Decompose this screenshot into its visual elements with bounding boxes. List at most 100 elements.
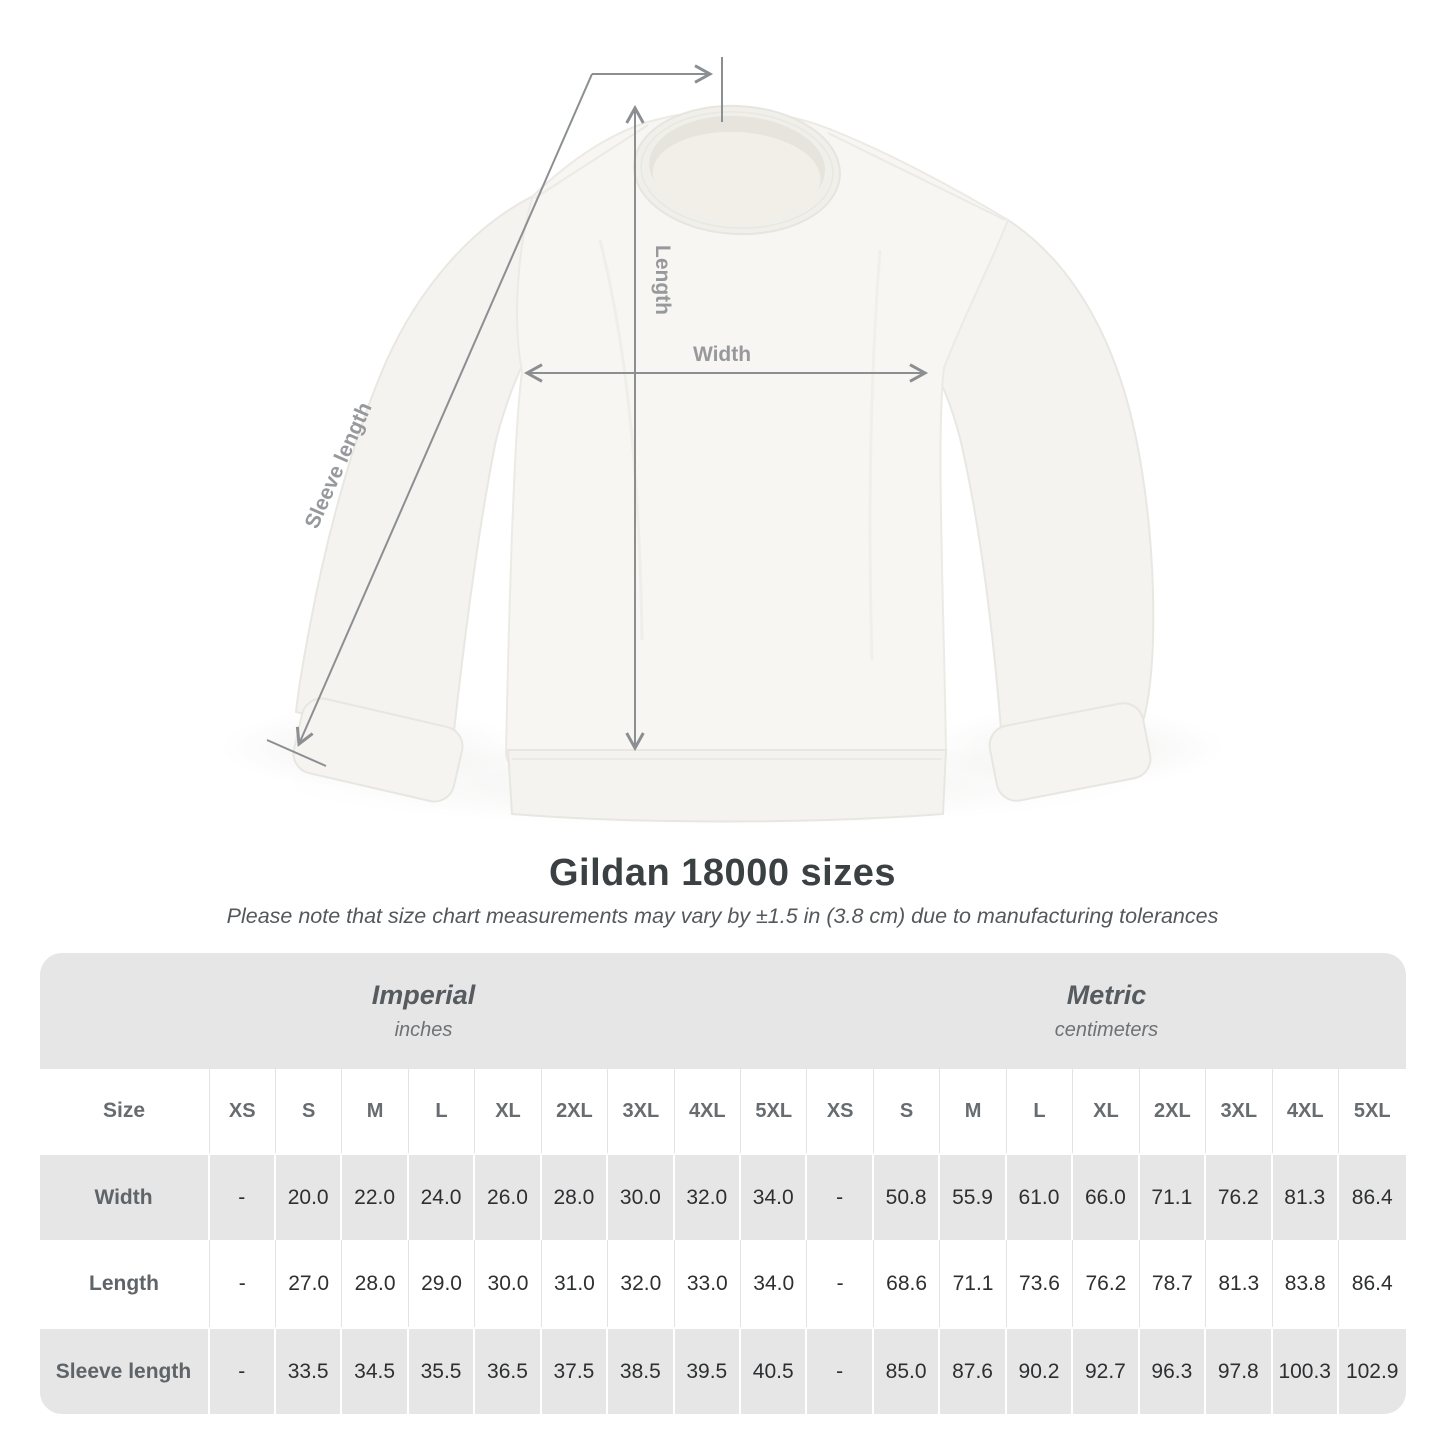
cell: 22.0 [342,1153,409,1240]
cell: 86.4 [1338,1240,1406,1327]
size-column-header: Size [39,1069,210,1153]
size-header-imperial: 3XL [608,1069,675,1153]
cell: 61.0 [1006,1153,1074,1240]
cell: 76.2 [1206,1153,1273,1240]
cell: 66.0 [1073,1153,1140,1240]
sleeve-length-arrow [295,73,593,747]
cell: 38.5 [608,1327,675,1414]
size-header-imperial: S [275,1069,343,1153]
size-header-imperial: 2XL [541,1069,609,1153]
size-header-metric: XS [807,1069,874,1153]
cell: 76.2 [1073,1240,1140,1327]
width-label: Width [693,343,751,366]
row-label-length: Length [39,1240,210,1327]
cell: 28.0 [541,1153,609,1240]
cell: 71.1 [940,1240,1007,1327]
cell: 73.6 [1006,1240,1074,1327]
cell: 96.3 [1139,1327,1207,1414]
cell: 102.9 [1338,1327,1406,1414]
metric-unit: centimeters [1054,1019,1159,1041]
cell: 24.0 [408,1153,476,1240]
size-chart-table: Imperial inches Metric centimeters Size … [39,953,1406,1414]
row-label-sleeve-length: Sleeve length [39,1327,210,1414]
cell: 33.0 [674,1240,741,1327]
imperial-title: Imperial [371,980,476,1010]
cell: 26.0 [475,1153,542,1240]
shoulder-seam-right [827,132,1006,221]
cell: 50.8 [873,1153,941,1240]
cell: 20.0 [275,1153,343,1240]
size-header-imperial: XS [209,1069,276,1153]
size-header-imperial: L [408,1069,476,1153]
cell: 30.0 [475,1240,542,1327]
size-header-metric: 5XL [1338,1069,1406,1153]
cell: 27.0 [275,1240,343,1327]
length-row: Length - 27.0 28.0 29.0 30.0 31.0 32.0 3… [39,1240,1406,1327]
cell: 97.8 [1206,1327,1273,1414]
right-cuff [988,702,1152,802]
page-title: Gildan 18000 sizes [549,852,896,894]
size-header-metric: S [873,1069,941,1153]
length-label: Length [651,245,674,315]
cell: 90.2 [1006,1327,1074,1414]
size-header-imperial: 5XL [741,1069,808,1153]
cell: 92.7 [1073,1327,1140,1414]
sweatshirt-image [220,104,1225,826]
sleeve-end-tick [266,739,327,767]
size-header-row: Size XS S M L XL 2XL 3XL 4XL 5XL XS S M … [39,1069,1406,1153]
cell: - [209,1240,276,1327]
cell: 78.7 [1139,1240,1207,1327]
cell: 28.0 [342,1240,409,1327]
width-row: Width - 20.0 22.0 24.0 26.0 28.0 30.0 32… [39,1153,1406,1240]
cell: 85.0 [873,1327,941,1414]
cell: 37.5 [541,1327,609,1414]
imperial-header: Imperial inches [39,953,808,1069]
sleeve-length-row: Sleeve length - 33.5 34.5 35.5 36.5 37.5… [39,1327,1406,1414]
cell: 36.5 [475,1327,542,1414]
size-header-imperial: 4XL [674,1069,741,1153]
cell: 34.0 [741,1153,808,1240]
cell: 35.5 [408,1327,476,1414]
cell: 81.3 [1272,1153,1339,1240]
cell: 55.9 [940,1153,1007,1240]
size-table: Imperial inches Metric centimeters Size … [39,953,1406,1414]
cell: 100.3 [1272,1327,1339,1414]
cell: 34.0 [741,1240,808,1327]
size-header-metric: 3XL [1206,1069,1273,1153]
metric-title: Metric [1066,980,1147,1010]
cell: 68.6 [873,1240,941,1327]
cell: - [209,1327,276,1414]
size-header-metric: 4XL [1272,1069,1339,1153]
row-label-width: Width [39,1153,210,1240]
size-header-metric: XL [1073,1069,1140,1153]
right-sleeve [930,218,1155,744]
cell: 33.5 [275,1327,343,1414]
cell: 30.0 [608,1153,675,1240]
cell: - [807,1153,874,1240]
cell: 32.0 [608,1240,675,1327]
cell: 29.0 [408,1240,476,1327]
cell: 86.4 [1338,1153,1406,1240]
cell: 40.5 [741,1327,808,1414]
cell: - [209,1153,276,1240]
metric-header: Metric centimeters [807,953,1406,1069]
cell: 71.1 [1139,1153,1207,1240]
size-header-imperial: M [342,1069,409,1153]
size-header-imperial: XL [475,1069,542,1153]
imperial-unit: inches [394,1019,453,1041]
cell: - [807,1327,874,1414]
cell: 83.8 [1272,1240,1339,1327]
measurement-annotations [266,57,929,767]
cell: 81.3 [1206,1240,1273,1327]
cell: 31.0 [541,1240,609,1327]
left-sleeve [294,194,535,750]
unit-band-row: Imperial inches Metric centimeters [39,953,1406,1069]
cell: 87.6 [940,1327,1007,1414]
size-header-metric: 2XL [1139,1069,1207,1153]
cell: 39.5 [674,1327,741,1414]
fold-line [868,249,882,661]
tolerance-note: Please note that size chart measurements… [226,904,1219,928]
sweatshirt-measurement-diagram: Length Width Sleeve length [220,57,1225,826]
cell: 34.5 [342,1327,409,1414]
sweatshirt-svg: Length Width Sleeve length [220,57,1225,826]
